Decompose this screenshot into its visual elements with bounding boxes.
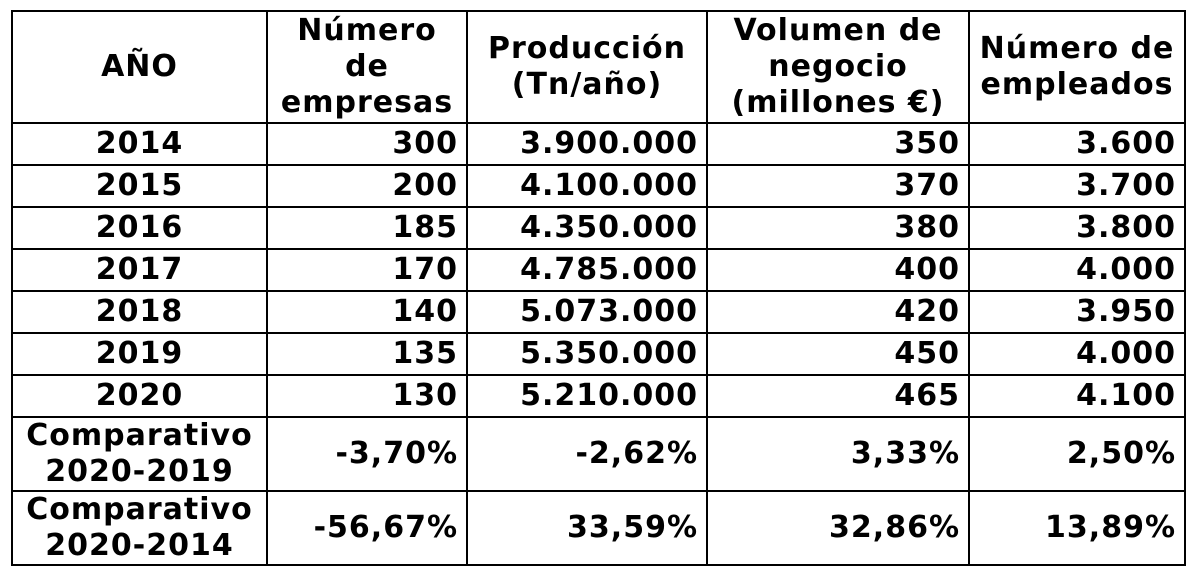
empleados-cell: 3.800 xyxy=(968,206,1186,250)
header-produccion: Producción (Tn/año) xyxy=(466,10,708,124)
volumen-cell: 400 xyxy=(706,248,970,292)
header-line: (millones €) xyxy=(731,85,945,120)
produccion-cell: 4.350.000 xyxy=(466,206,708,250)
produccion-cell: 3.900.000 xyxy=(466,122,708,166)
table-row: 2014 300 3.900.000 350 3.600 xyxy=(11,122,1186,166)
comparison-label-line: 2020-2014 xyxy=(45,528,234,563)
table-row: 2015 200 4.100.000 370 3.700 xyxy=(11,164,1186,208)
header-ano-line: AÑO xyxy=(101,49,178,84)
produccion-cell: 4.785.000 xyxy=(466,248,708,292)
volumen-cell: 450 xyxy=(706,332,970,376)
volumen-cell: 370 xyxy=(706,164,970,208)
empresas-cell: 200 xyxy=(266,164,468,208)
table-row: 2018 140 5.073.000 420 3.950 xyxy=(11,290,1186,334)
produccion-cell: 5.210.000 xyxy=(466,374,708,418)
comparison-label-line: Comparativo xyxy=(26,418,253,453)
empleados-cell: 3.600 xyxy=(968,122,1186,166)
header-line: de xyxy=(345,49,389,84)
volumen-change-cell: 32,86% xyxy=(706,490,970,566)
header-line: Número xyxy=(297,13,437,48)
header-line: empleados xyxy=(980,67,1174,102)
empresas-change-cell: -56,67% xyxy=(266,490,468,566)
header-line: (Tn/año) xyxy=(511,67,663,102)
year-cell: 2019 xyxy=(11,332,268,376)
comparison-label-line: 2020-2019 xyxy=(45,454,234,489)
empleados-cell: 4.000 xyxy=(968,332,1186,376)
year-cell: 2016 xyxy=(11,206,268,250)
year-cell: 2017 xyxy=(11,248,268,292)
header-line: Producción xyxy=(487,31,687,66)
year-cell: 2014 xyxy=(11,122,268,166)
header-line: empresas xyxy=(280,85,454,120)
produccion-change-cell: -2,62% xyxy=(466,416,708,492)
comparison-label-cell: Comparativo 2020-2014 xyxy=(11,490,268,566)
header-line: Número de xyxy=(979,31,1175,66)
header-numero-empleados: Número de empleados xyxy=(968,10,1186,124)
volumen-cell: 350 xyxy=(706,122,970,166)
header-numero-empresas: Número de empresas xyxy=(266,10,468,124)
empleados-cell: 3.950 xyxy=(968,290,1186,334)
year-cell: 2020 xyxy=(11,374,268,418)
table-row: 2020 130 5.210.000 465 4.100 xyxy=(11,374,1186,418)
data-table: AÑO Número de empresas Producción (Tn/añ… xyxy=(11,10,1186,566)
empleados-cell: 4.000 xyxy=(968,248,1186,292)
produccion-cell: 5.350.000 xyxy=(466,332,708,376)
empresas-cell: 135 xyxy=(266,332,468,376)
table-row: 2019 135 5.350.000 450 4.000 xyxy=(11,332,1186,376)
header-row: AÑO Número de empresas Producción (Tn/añ… xyxy=(11,10,1186,124)
volumen-cell: 420 xyxy=(706,290,970,334)
empresas-change-cell: -3,70% xyxy=(266,416,468,492)
empleados-cell: 4.100 xyxy=(968,374,1186,418)
comparison-row: Comparativo 2020-2019 -3,70% -2,62% 3,33… xyxy=(11,416,1186,492)
year-cell: 2018 xyxy=(11,290,268,334)
empleados-change-cell: 2,50% xyxy=(968,416,1186,492)
header-line: Volumen de xyxy=(733,13,943,48)
comparison-label-line: Comparativo xyxy=(26,492,253,527)
comparison-label-cell: Comparativo 2020-2019 xyxy=(11,416,268,492)
table-row: 2016 185 4.350.000 380 3.800 xyxy=(11,206,1186,250)
header-ano: AÑO xyxy=(11,10,268,124)
year-cell: 2015 xyxy=(11,164,268,208)
produccion-change-cell: 33,59% xyxy=(466,490,708,566)
volumen-cell: 380 xyxy=(706,206,970,250)
empresas-cell: 170 xyxy=(266,248,468,292)
volumen-change-cell: 3,33% xyxy=(706,416,970,492)
comparison-row: Comparativo 2020-2014 -56,67% 33,59% 32,… xyxy=(11,490,1186,566)
table-row: 2017 170 4.785.000 400 4.000 xyxy=(11,248,1186,292)
volumen-cell: 465 xyxy=(706,374,970,418)
produccion-cell: 5.073.000 xyxy=(466,290,708,334)
produccion-cell: 4.100.000 xyxy=(466,164,708,208)
empleados-cell: 3.700 xyxy=(968,164,1186,208)
header-volumen-negocio: Volumen de negocio (millones €) xyxy=(706,10,970,124)
empresas-cell: 185 xyxy=(266,206,468,250)
header-line: negocio xyxy=(768,49,908,84)
empresas-cell: 130 xyxy=(266,374,468,418)
empresas-cell: 140 xyxy=(266,290,468,334)
empresas-cell: 300 xyxy=(266,122,468,166)
empleados-change-cell: 13,89% xyxy=(968,490,1186,566)
